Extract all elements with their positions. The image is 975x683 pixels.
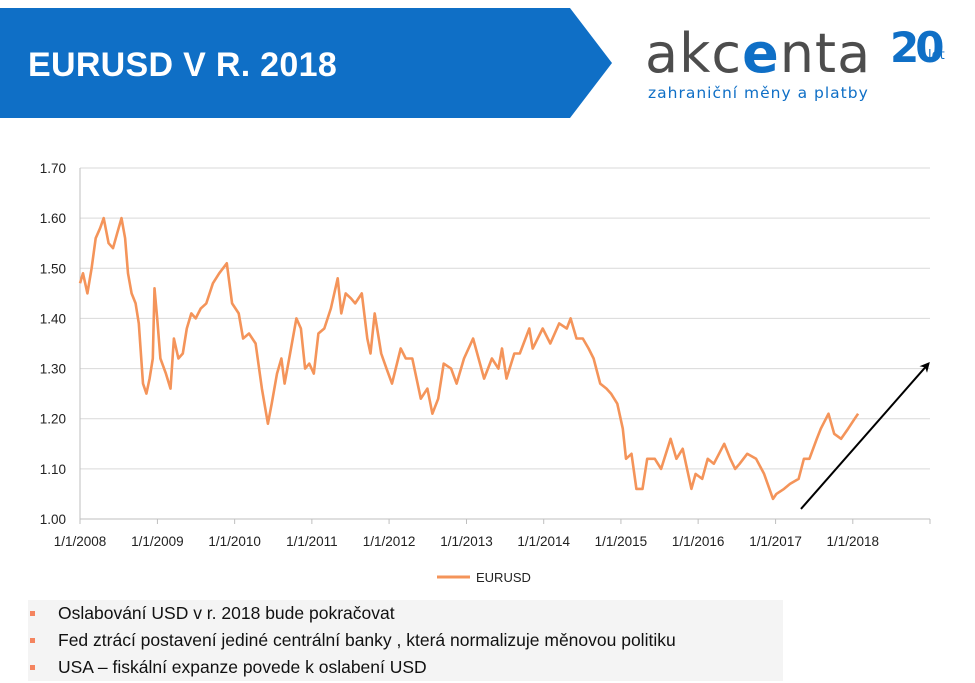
- x-tick-label: 1/1/2014: [517, 534, 570, 549]
- bullet-text: Fed ztrácí postavení jediné centrální ba…: [58, 630, 676, 650]
- bullet-text: Oslabování USD v r. 2018 bude pokračovat: [58, 603, 395, 623]
- x-tick-label: 1/1/2010: [208, 534, 261, 549]
- chart-gridlines: [80, 167, 930, 470]
- x-tick-label: 1/1/2016: [672, 534, 725, 549]
- logo-tagline: zahraniční měny a platby: [648, 84, 869, 102]
- banner-shape: [0, 8, 612, 118]
- y-tick-label: 1.20: [40, 412, 66, 427]
- slide-title: EURUSD V R. 2018: [28, 46, 338, 84]
- x-tick-label: 1/1/2012: [363, 534, 416, 549]
- logo-wordmark: akcenta: [645, 22, 872, 85]
- bullet-item: Fed ztrácí postavení jediné centrální ba…: [28, 627, 783, 654]
- x-tick-label: 1/1/2015: [595, 534, 648, 549]
- akcenta-logo: akcenta zahraniční měny a platby 20 let: [645, 22, 965, 112]
- eurusd-line-chart: 1.00 1.10 1.20 1.30 1.40 1.50 1.60 1.70 1/1/200…: [40, 161, 931, 585]
- bullet-marker-icon: [30, 638, 35, 643]
- bullet-list: Oslabování USD v r. 2018 bude pokračovat…: [28, 600, 783, 681]
- y-tick-label: 1.10: [40, 462, 66, 477]
- y-axis-ticks: 1.00 1.10 1.20 1.30 1.40 1.50 1.60 1.70: [40, 161, 66, 527]
- bullet-item: USA – fiskální expanze povede k oslabení…: [28, 654, 783, 681]
- bullet-marker-icon: [30, 611, 35, 616]
- bullet-marker-icon: [30, 665, 35, 670]
- bullet-item: Oslabování USD v r. 2018 bude pokračovat: [28, 600, 783, 627]
- y-tick-label: 1.30: [40, 362, 66, 377]
- x-tick-label: 1/1/2008: [54, 534, 107, 549]
- x-axis: 1/1/2008 1/1/2009 1/1/2010 1/1/2011 1/1/2012…: [54, 168, 931, 549]
- legend-label-eurusd: EURUSD: [476, 570, 531, 585]
- x-tick-label: 1/1/2009: [131, 534, 184, 549]
- chart-series: [78, 216, 860, 501]
- x-tick-label: 1/1/2018: [827, 534, 880, 549]
- chart-legend: EURUSD: [437, 570, 531, 585]
- y-tick-label: 1.70: [40, 161, 66, 176]
- y-tick-label: 1.00: [40, 512, 66, 527]
- bullet-text: USA – fiskální expanze povede k oslabení…: [58, 657, 427, 677]
- trend-arrow: [800, 362, 930, 510]
- y-tick-label: 1.60: [40, 211, 66, 226]
- title-banner: EURUSD V R. 2018: [0, 0, 975, 125]
- chart-annotations: [800, 362, 930, 510]
- y-tick-label: 1.50: [40, 261, 66, 276]
- anniversary-mark: 20: [890, 23, 944, 72]
- series-line-eurusd: [78, 216, 860, 501]
- y-tick-label: 1.40: [40, 311, 66, 326]
- x-tick-label: 1/1/2017: [749, 534, 802, 549]
- x-tick-label: 1/1/2011: [286, 534, 338, 549]
- x-tick-label: 1/1/2013: [440, 534, 493, 549]
- anniversary-suffix: let: [928, 48, 945, 63]
